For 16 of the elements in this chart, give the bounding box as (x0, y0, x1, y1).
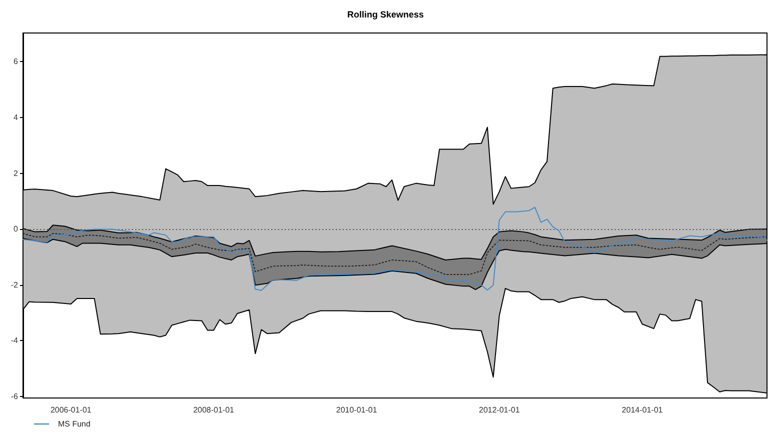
chart-title: Rolling Skewness (347, 10, 424, 20)
legend-label: MS Fund (58, 420, 90, 428)
y-tick-label: 6 (14, 57, 19, 66)
line-series (22, 232, 768, 275)
y-tick-label: 4 (14, 112, 19, 122)
y-tick-label: -6 (10, 392, 19, 401)
y-tick-label: -2 (10, 280, 19, 290)
x-tick-label: 2008-01-01 (193, 406, 235, 414)
x-tick-label: 2014-01-01 (622, 406, 664, 414)
y-tick-label: -4 (10, 336, 19, 346)
x-tick-label: 2010-01-01 (336, 406, 378, 414)
x-tick-label: 2006-01-01 (50, 406, 92, 414)
line-series (22, 206, 768, 291)
y-tick-label: 2 (14, 168, 19, 178)
x-tick-label: 2012-01-01 (478, 406, 520, 414)
y-tick-label: 0 (14, 224, 19, 234)
